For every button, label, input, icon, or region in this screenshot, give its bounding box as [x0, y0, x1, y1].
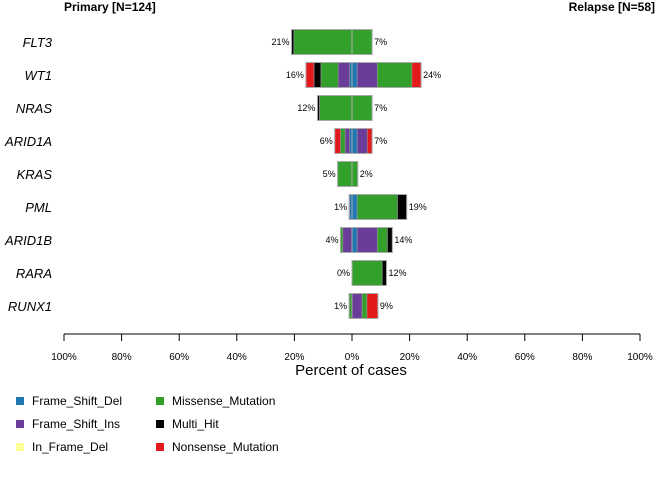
bar-relapse-pml-frame-shift-del	[351, 194, 358, 220]
gene-label-kras: KRAS	[17, 167, 53, 182]
bar-relapse-arid1a-frame-shift-ins	[356, 128, 368, 154]
bar-primary-arid1a-frame-shift-ins	[344, 128, 350, 154]
gene-label-nras: NRAS	[16, 101, 52, 116]
bar-primary-wt1-frame-shift-ins	[337, 62, 350, 88]
x-tick-label: 40%	[457, 352, 477, 363]
bar-primary-wt1-missense-mutation	[320, 62, 339, 88]
relapse-header: Relapse [N=58]	[568, 0, 655, 14]
x-tick-label: 80%	[112, 352, 132, 363]
x-tick-label: 80%	[572, 352, 592, 363]
pct-label-primary-nras: 12%	[297, 103, 315, 113]
bar-relapse-arid1b-frame-shift-ins	[356, 227, 378, 253]
bar-primary-nras-missense-mutation	[319, 95, 353, 121]
legend-label: In_Frame_Del	[32, 440, 109, 454]
gene-label-arid1b: ARID1B	[4, 233, 52, 248]
x-tick-label: 20%	[284, 352, 304, 363]
legend-label: Multi_Hit	[172, 417, 219, 431]
bar-outline-relapse-pml	[351, 194, 408, 220]
pct-label-primary-flt3: 21%	[272, 37, 290, 47]
gene-label-arid1a: ARID1A	[4, 134, 52, 149]
gene-label-wt1: WT1	[25, 68, 52, 83]
bar-relapse-runx1-frame-shift-ins	[351, 293, 363, 319]
pct-label-relapse-flt3: 7%	[374, 37, 387, 47]
bar-relapse-wt1-frame-shift-del	[351, 62, 358, 88]
gene-label-pml: PML	[25, 200, 52, 215]
bar-relapse-arid1a-nonsense-mutation	[366, 128, 373, 154]
bar-relapse-nras-missense-mutation	[351, 95, 373, 121]
bar-relapse-arid1b-missense-mutation	[377, 227, 388, 253]
bar-outline-relapse-nras	[351, 95, 373, 121]
pct-label-relapse-arid1b: 14%	[394, 235, 412, 245]
x-tick-label: 60%	[515, 352, 535, 363]
bar-relapse-wt1-frame-shift-ins	[356, 62, 378, 88]
pct-label-relapse-arid1a: 7%	[374, 136, 387, 146]
bar-primary-wt1-nonsense-mutation	[305, 62, 315, 88]
legend-label: Frame_Shift_Del	[32, 394, 123, 408]
bar-relapse-pml-missense-mutation	[356, 194, 398, 220]
bar-primary-flt3-missense-mutation	[293, 29, 353, 55]
x-tick-label: 20%	[400, 352, 420, 363]
gene-label-flt3: FLT3	[23, 35, 53, 50]
bar-primary-arid1b-frame-shift-ins	[342, 227, 353, 253]
pct-label-relapse-pml: 19%	[409, 202, 427, 212]
x-tick-label: 100%	[51, 352, 77, 363]
primary-header: Primary [N=124]	[64, 0, 156, 14]
bar-relapse-runx1-missense-mutation	[361, 293, 368, 319]
legend-swatch	[156, 443, 164, 451]
pct-label-relapse-rara: 12%	[389, 268, 407, 278]
pct-label-primary-rara: 0%	[337, 268, 350, 278]
bar-relapse-arid1b-multi-hit	[387, 227, 393, 253]
pct-label-relapse-kras: 2%	[360, 169, 373, 179]
bar-relapse-wt1-nonsense-mutation	[411, 62, 422, 88]
bar-primary-arid1a-nonsense-mutation	[334, 128, 341, 154]
pct-label-relapse-runx1: 9%	[380, 301, 393, 311]
bar-outline-relapse-kras	[351, 161, 359, 187]
bar-relapse-rara-missense-mutation	[351, 260, 383, 286]
pct-label-primary-runx1: 1%	[334, 301, 347, 311]
bar-outline-relapse-arid1a	[351, 128, 373, 154]
bar-relapse-arid1a-frame-shift-del	[351, 128, 358, 154]
pct-label-primary-arid1a: 6%	[320, 136, 333, 146]
bar-outline-relapse-rara	[351, 260, 388, 286]
x-tick-label: 0%	[345, 352, 360, 363]
legend-swatch	[156, 420, 164, 428]
bar-primary-wt1-multi-hit	[313, 62, 322, 88]
x-tick-label: 60%	[169, 352, 189, 363]
legend-label: Missense_Mutation	[172, 394, 276, 408]
legend-swatch	[16, 443, 24, 451]
pct-label-primary-arid1b: 4%	[325, 235, 338, 245]
bar-outline-relapse-arid1b	[351, 227, 393, 253]
legend-swatch	[156, 397, 164, 405]
bar-outline-relapse-flt3	[351, 29, 373, 55]
bar-relapse-kras-missense-mutation	[351, 161, 359, 187]
pct-label-primary-kras: 5%	[323, 169, 336, 179]
bar-relapse-runx1-nonsense-mutation	[366, 293, 379, 319]
legend-swatch	[16, 420, 24, 428]
gene-label-rara: RARA	[16, 266, 52, 281]
bar-primary-kras-missense-mutation	[337, 161, 353, 187]
pct-label-primary-wt1: 16%	[286, 70, 304, 80]
bar-relapse-arid1b-frame-shift-del	[351, 227, 358, 253]
gene-label-runx1: RUNX1	[8, 299, 52, 314]
legend-label: Frame_Shift_Ins	[32, 417, 121, 431]
bar-primary-arid1a-missense-mutation	[340, 128, 346, 154]
x-tick-label: 40%	[227, 352, 247, 363]
x-tick-label: 100%	[627, 352, 653, 363]
pct-label-primary-pml: 1%	[334, 202, 347, 212]
bar-outline-relapse-wt1	[351, 62, 422, 88]
pct-label-relapse-wt1: 24%	[423, 70, 441, 80]
pct-label-relapse-nras: 7%	[374, 103, 387, 113]
bar-relapse-wt1-missense-mutation	[377, 62, 413, 88]
x-axis-label: Percent of cases	[295, 362, 407, 379]
bar-relapse-flt3-missense-mutation	[351, 29, 373, 55]
bar-relapse-pml-multi-hit	[397, 194, 408, 220]
legend: Frame_Shift_Del Frame_Shift_Ins In_Frame…	[16, 393, 416, 473]
legend-label: Nonsense_Mutation	[172, 440, 279, 454]
legend-swatch	[16, 397, 24, 405]
bar-relapse-rara-multi-hit	[381, 260, 387, 286]
bar-outline-relapse-runx1	[351, 293, 379, 319]
